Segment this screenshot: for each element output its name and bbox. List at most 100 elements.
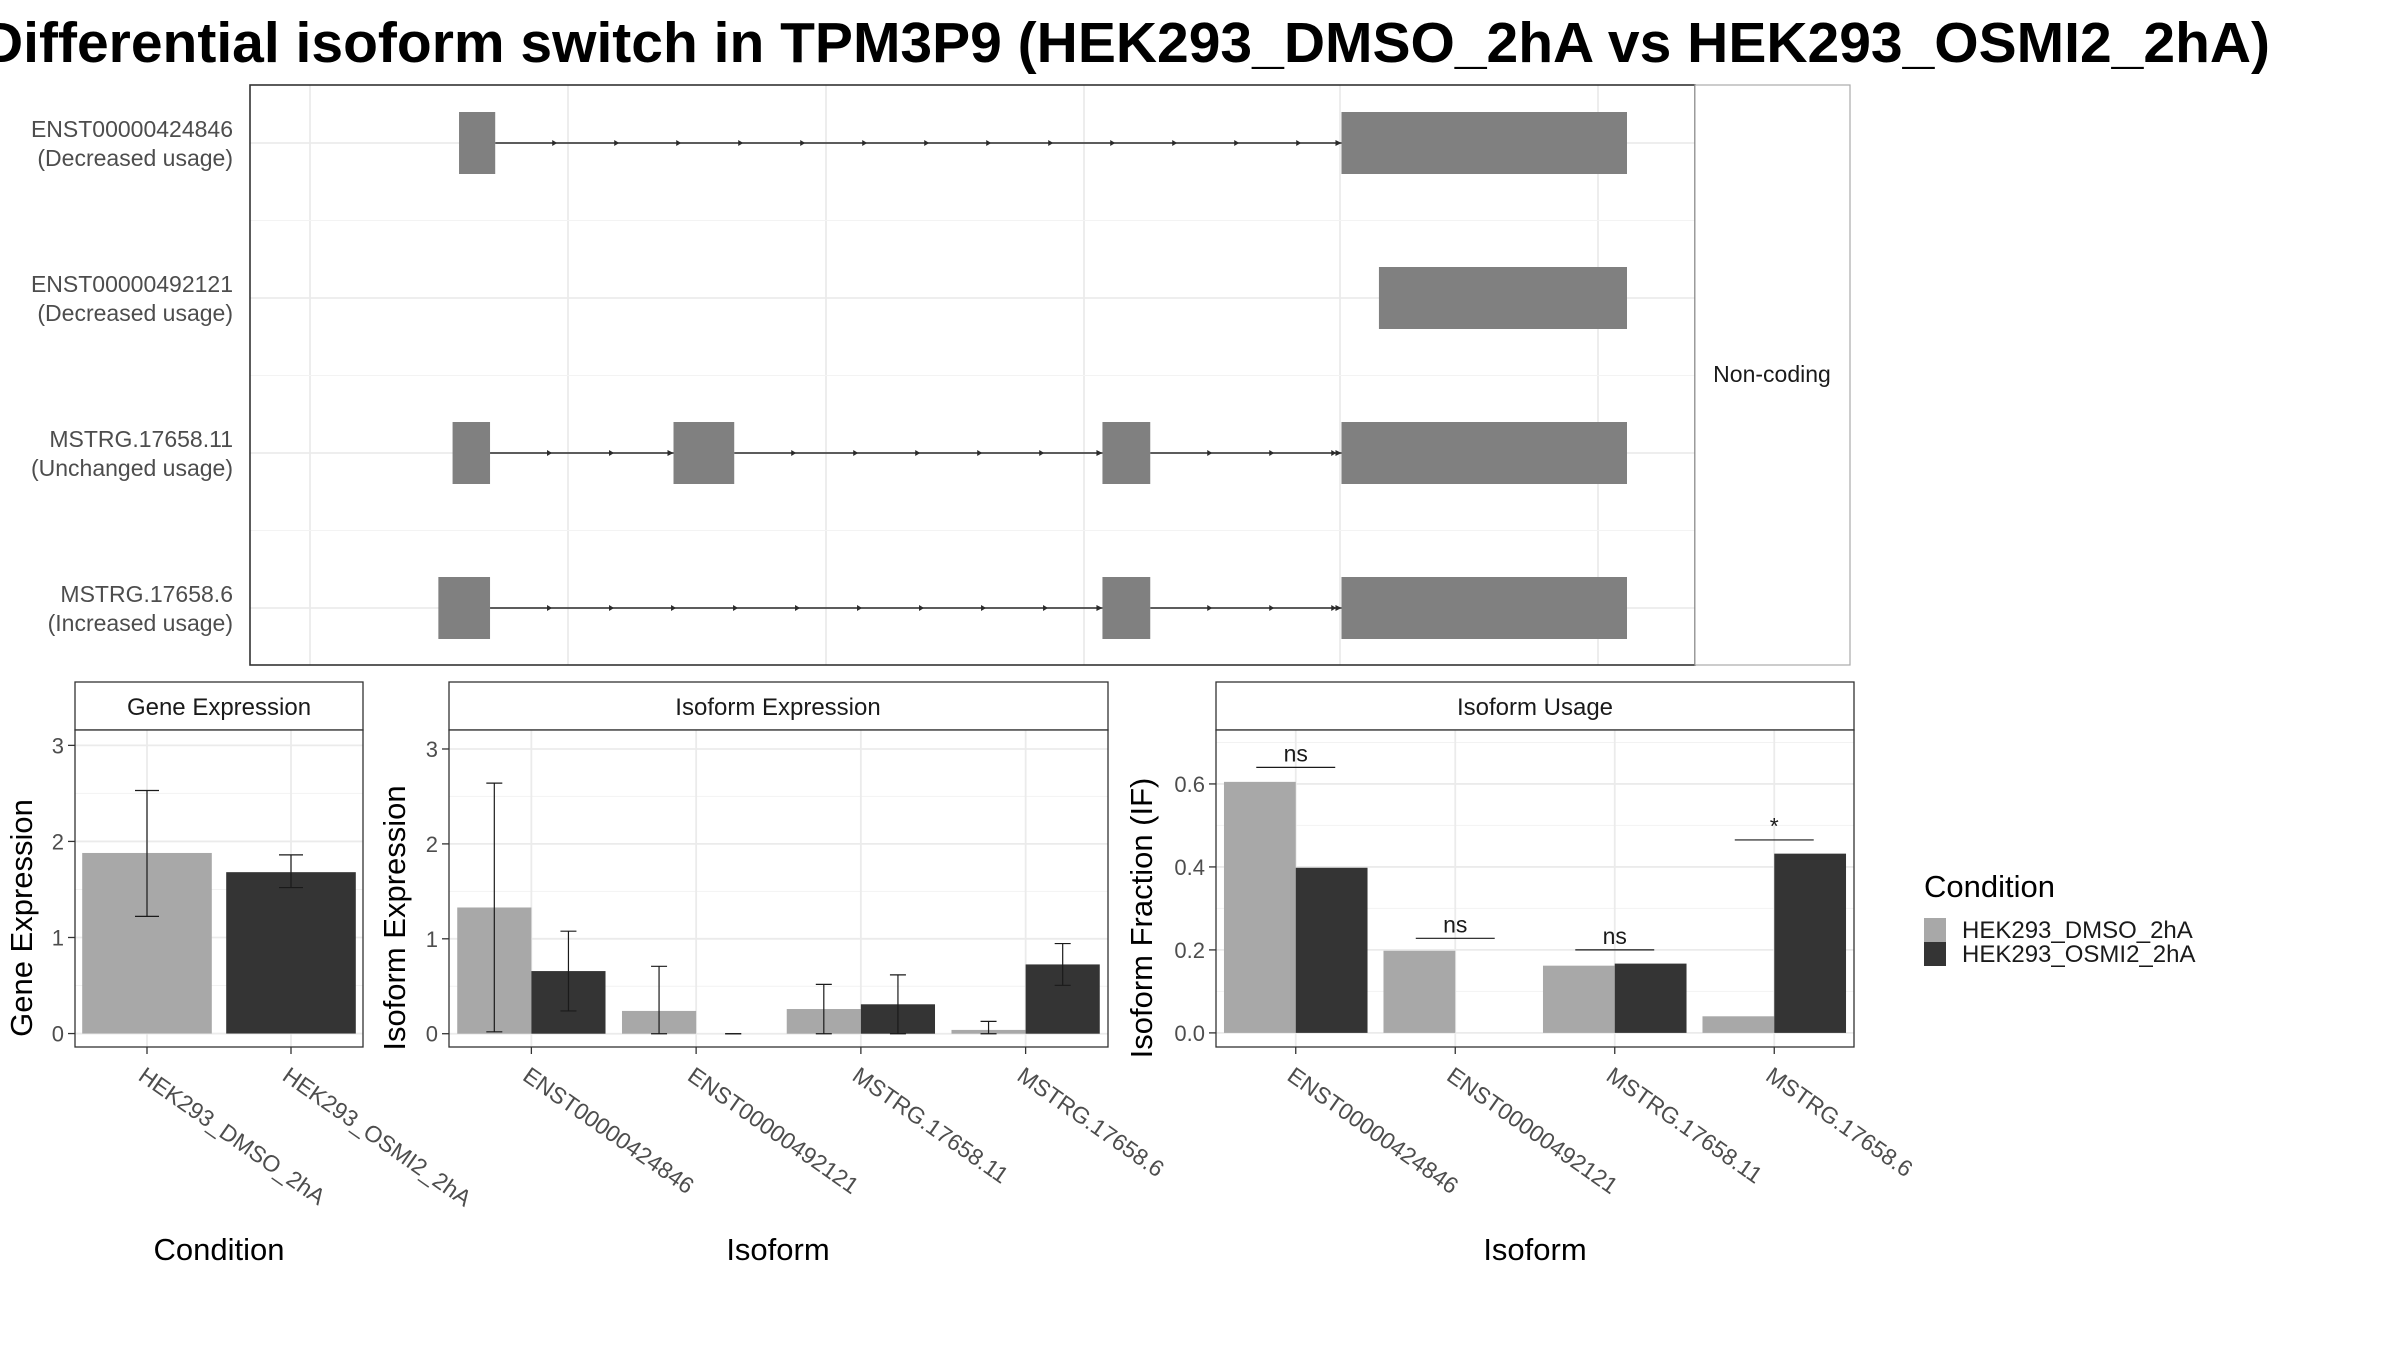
exon	[438, 577, 491, 639]
exon	[1378, 267, 1627, 329]
significance-label: ns	[1603, 923, 1627, 949]
y-tick-label: 2	[52, 829, 64, 854]
bar-dmso	[1223, 781, 1296, 1033]
exon	[1102, 422, 1151, 484]
strand-arrow	[1096, 450, 1103, 456]
isoform-usage-ylabel: Isoform Fraction (IF)	[1124, 778, 1159, 1059]
strand-arrow	[862, 140, 868, 146]
strand-arrow	[614, 140, 620, 146]
strand-arrow	[800, 140, 806, 146]
strand-arrow	[977, 450, 983, 456]
gene-expression-ylabel: Gene Expression	[4, 799, 39, 1037]
exon	[673, 422, 735, 484]
exon	[452, 422, 491, 484]
strand-arrow	[1269, 605, 1275, 611]
isoform-usage-xlabel: Isoform	[1483, 1232, 1586, 1267]
strand-arrow	[915, 450, 921, 456]
strand-arrow	[1335, 140, 1342, 146]
isoform-usage-marks: 0.0 0.2 0.4 0.6 ns ENST00000424846 ns ENST00000…	[1174, 729, 1918, 1199]
transcript-usage-label: (Unchanged usage)	[31, 455, 233, 481]
y-tick-label: 2	[426, 832, 438, 857]
strand-arrow	[1234, 140, 1240, 146]
isoform-usage-panel: Isoform Usage Isoform Isoform Fraction (…	[1124, 681, 1918, 1267]
transcript-usage-label: (Increased usage)	[48, 610, 233, 636]
legend-title: Condition	[1924, 869, 2055, 904]
bar-dmso	[1542, 965, 1615, 1033]
x-tick-label: MSTRG.17658.11	[1602, 1062, 1767, 1189]
strand-arrow	[609, 450, 615, 456]
strand-arrow	[1335, 605, 1342, 611]
y-tick-label: 0	[426, 1022, 438, 1047]
transcript-id-label: MSTRG.17658.11	[49, 426, 233, 452]
strand-arrow	[733, 605, 739, 611]
strand-arrow	[1039, 450, 1045, 456]
x-tick-label: ENST00000424846	[519, 1062, 699, 1199]
strand-arrow	[609, 605, 615, 611]
bar-dmso	[1702, 1016, 1775, 1033]
strand-arrow	[981, 605, 987, 611]
strand-arrow	[1110, 140, 1116, 146]
strand-arrow	[853, 450, 859, 456]
strand-arrow	[1096, 605, 1103, 611]
legend-label-dmso: HEK293_DMSO_2hA	[1962, 917, 2193, 944]
exon	[1341, 112, 1627, 174]
y-tick-label: 3	[52, 733, 64, 758]
x-tick-label: ENST00000424846	[1283, 1062, 1463, 1199]
transcript-track	[459, 112, 1627, 174]
strand-arrow	[795, 605, 801, 611]
strand-arrow	[1043, 605, 1049, 611]
legend-label-osmi: HEK293_OSMI2_2hA	[1962, 941, 2195, 968]
panel-border	[448, 729, 1109, 1048]
significance-label: ns	[1284, 740, 1308, 766]
strand-arrow	[1172, 140, 1178, 146]
bar-osmi	[226, 872, 356, 1034]
transcript-usage-label: (Decreased usage)	[37, 145, 233, 171]
isoform-usage-strip	[1215, 681, 1855, 731]
legend-swatch-dmso	[1924, 918, 1946, 942]
strand-arrow	[738, 140, 744, 146]
isoform-usage-title: Isoform Usage	[1457, 694, 1613, 721]
x-tick-label: MSTRG.17658.6	[1761, 1062, 1917, 1182]
strand-arrow	[919, 605, 925, 611]
legend: Condition HEK293_DMSO_2hA HEK293_OSMI2_2…	[1924, 869, 2195, 968]
transcript-id-label: ENST00000424846	[31, 116, 233, 142]
structure-strip	[1694, 84, 1851, 666]
strand-arrow	[1269, 450, 1275, 456]
strand-arrow	[1296, 140, 1302, 146]
y-tick-label: 0.0	[1174, 1021, 1205, 1046]
plot-title: Differential isoform switch in TPM3P9 (H…	[0, 11, 2271, 75]
significance-label: *	[1770, 813, 1779, 839]
isoform-expression-ylabel: Isoform Expression	[377, 785, 412, 1050]
isoform-expression-title: Isoform Expression	[675, 694, 880, 721]
x-tick-label: ENST00000492121	[683, 1062, 863, 1199]
exon	[1341, 577, 1627, 639]
strand-arrow	[791, 450, 797, 456]
gene-expression-xlabel: Condition	[154, 1232, 285, 1267]
gene-expression-title: Gene Expression	[127, 694, 311, 721]
transcript-track	[438, 577, 1627, 639]
exon	[459, 112, 496, 174]
y-tick-label: 0	[52, 1022, 64, 1047]
y-tick-label: 0.4	[1174, 855, 1205, 880]
structure-strip-label: Non-coding	[1713, 361, 1831, 387]
bar-dmso	[1383, 950, 1456, 1033]
strand-arrow	[667, 450, 674, 456]
bar-osmi	[1295, 867, 1368, 1033]
significance-label: ns	[1443, 911, 1467, 937]
y-tick-label: 1	[52, 925, 64, 950]
x-tick-label: MSTRG.17658.11	[848, 1062, 1013, 1189]
strand-arrow	[1048, 140, 1054, 146]
strand-arrow	[552, 140, 558, 146]
bar-osmi	[1614, 963, 1687, 1033]
strand-arrow	[986, 140, 992, 146]
y-tick-label: 3	[426, 737, 438, 762]
panel-border	[1215, 729, 1855, 1048]
y-tick-label: 1	[426, 927, 438, 952]
y-tick-label: 0.6	[1174, 772, 1205, 797]
exon	[1341, 422, 1627, 484]
x-tick-label: ENST00000492121	[1442, 1062, 1622, 1199]
panel-border	[74, 729, 364, 1048]
exon	[1102, 577, 1151, 639]
structure-transcripts	[438, 112, 1627, 639]
strand-arrow	[1331, 605, 1337, 611]
